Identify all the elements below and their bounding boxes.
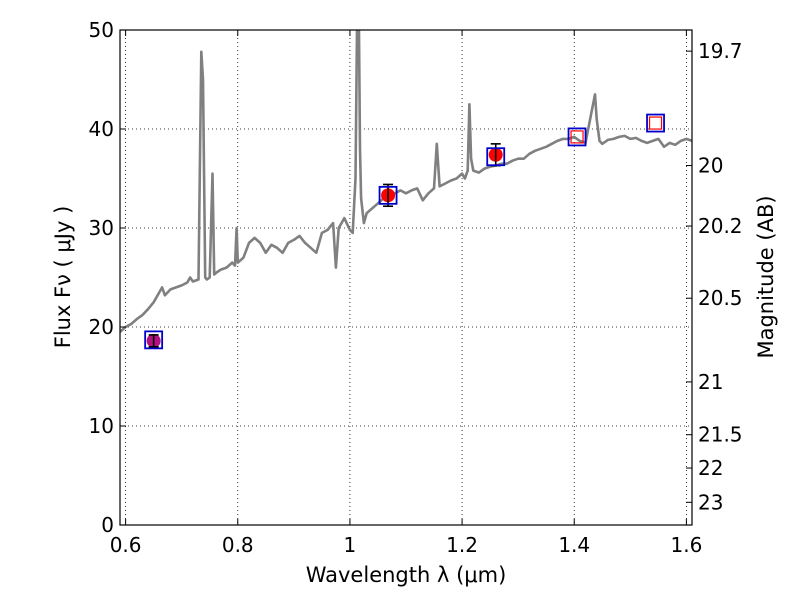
- y-axis-label: Flux Fν ( μJy ): [51, 206, 75, 349]
- x-tick-label: 1.2: [446, 533, 478, 557]
- open-marker: [570, 130, 584, 144]
- x-tick-label: 1: [344, 533, 357, 557]
- y2-tick-label: 20: [698, 154, 723, 178]
- synthetic-marker: [378, 185, 398, 205]
- y-tick-label: 0: [101, 513, 114, 537]
- y-tick-label: 40: [89, 117, 114, 141]
- y-tick-label: 30: [89, 216, 114, 240]
- y-tick-label: 20: [89, 315, 114, 339]
- spectrum-line: [120, 30, 692, 333]
- synthetic-marker: [567, 127, 587, 147]
- x-axis-label: Wavelength λ (μm): [306, 563, 507, 587]
- y2-tick-label: 23: [698, 490, 723, 514]
- axes-frame: [119, 29, 693, 526]
- y2-tick-label: 22: [698, 456, 723, 480]
- synthetic-marker: [646, 113, 665, 133]
- y-tick-label: 10: [89, 414, 114, 438]
- y2-tick-label: 19.7: [698, 39, 743, 63]
- open-marker: [648, 116, 663, 130]
- y2-tick-label: 21: [698, 370, 723, 394]
- synthetic-marker: [486, 147, 506, 167]
- ticks: 0.6 0.8 1 1.2 1.4 1.6 0 10 20 30 40 50 19.7 20 20.2 20.…: [89, 18, 743, 557]
- y2-tick-label: 20.2: [698, 214, 743, 238]
- y2-tick-label: 21.5: [698, 423, 743, 447]
- y2-tick-label: 20.5: [698, 286, 743, 310]
- y-tick-label: 50: [89, 18, 114, 42]
- y2-axis-label: Magnitude (AB): [754, 195, 778, 358]
- x-tick-label: 0.8: [222, 533, 254, 557]
- x-tick-label: 0.6: [110, 533, 142, 557]
- plot-area: [120, 30, 692, 350]
- synthetic-marker: [144, 330, 164, 350]
- x-tick-label: 1.6: [670, 533, 702, 557]
- x-tick-label: 1.4: [558, 533, 590, 557]
